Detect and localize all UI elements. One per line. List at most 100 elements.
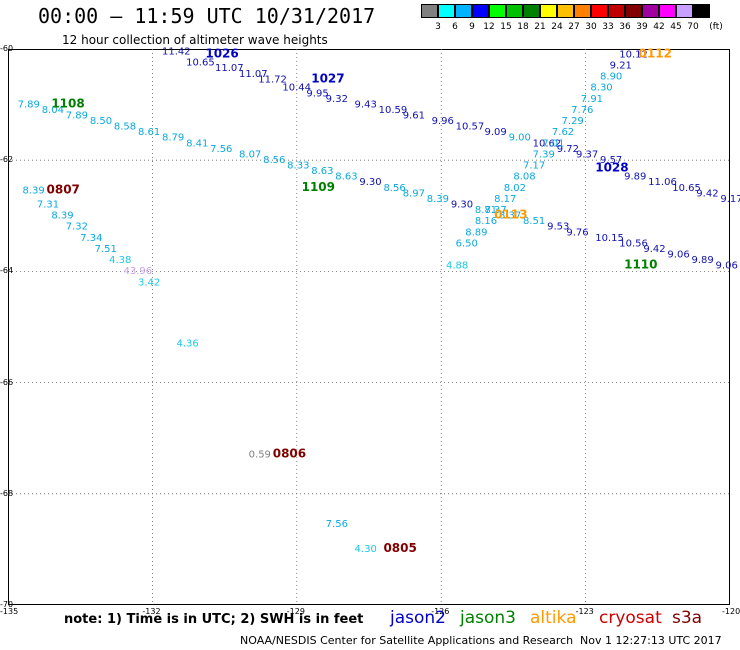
wave-height-value: 8.71 [475,205,497,216]
wave-height-value: 11.06 [648,177,677,188]
wave-height-value: 8.50 [90,116,112,127]
wave-height-value: 8.63 [311,166,333,177]
wave-height-value: 8.51 [523,216,545,227]
wave-height-value: 4.36 [176,338,198,349]
wave-height-value: 9.72 [557,144,579,155]
colorbar-label: 39 [636,22,648,32]
wave-height-value: 7.56 [210,144,232,155]
note-text: note: 1) Time is in UTC; 2) SWH is in fe… [64,612,364,627]
wave-height-value: 7.56 [326,519,348,530]
colorbar-swatch [489,4,506,18]
colorbar-label: 9 [469,22,475,32]
wave-height-value: 11.07 [239,69,268,80]
wave-height-value: 7.17 [523,161,545,172]
wave-height-value: 8.16 [475,216,497,227]
generated-timestamp: Nov 1 12:27:13 UTC 2017 [580,634,722,647]
wave-height-value: 9.42 [643,244,665,255]
x-tick-label: -135 [0,607,19,616]
colorbar-label: 36 [619,22,631,32]
legend-altika: altika [530,608,577,628]
wave-height-value: 9.42 [696,188,718,199]
wave-height-value: 9.06 [716,261,738,272]
x-tick-label: -132 [142,607,161,616]
page-subtitle: 12 hour collection of altimeter wave hei… [62,33,328,47]
wave-height-value: 7.39 [533,149,555,160]
colorbar-label: 21 [534,22,546,32]
wave-height-value: 9.30 [359,177,381,188]
wave-height-value: 11.07 [215,63,244,74]
wave-height-value: 8.56 [383,183,405,194]
wave-height-value: 8.33 [287,161,309,172]
legend-jason2: jason2 [390,608,446,628]
wave-height-value: 8.37 [485,205,507,216]
colorbar-label: 15 [500,22,512,32]
wave-height-value: 9.30 [451,199,473,210]
colorbar-label: 12 [483,22,495,32]
pass-label: 1110 [624,258,657,272]
colorbar-unit: (ft) [709,22,723,32]
colorbar-label: 33 [602,22,614,32]
wave-height-value: 9.53 [547,222,569,233]
pass-label: 1027 [311,71,344,85]
credit-text: NOAA/NESDIS Center for Satellite Applica… [240,634,574,647]
wave-height-value: 7.62 [552,127,574,138]
wave-height-value: 7.89 [18,99,40,110]
colorbar-swatch [659,4,676,18]
legend-s3a: s3a [672,608,703,628]
colorbar-swatch [523,4,540,18]
wave-height-value: 7.29 [562,116,584,127]
wave-height-value: 7.01 [542,138,564,149]
colorbar-swatch [506,4,523,18]
colorbar-swatch [472,4,489,18]
wave-height-value: 9.61 [403,111,425,122]
y-tick-label: -68 [0,488,14,498]
colorbar-swatch [540,4,557,18]
colorbar-label: 24 [551,22,563,32]
wave-height-value: 8.97 [403,188,425,199]
wave-height-value: 4.38 [109,255,131,266]
wave-height-value: 7.31 [37,199,59,210]
wave-height-value: 8.30 [590,83,612,94]
wave-height-value: 9.37 [576,149,598,160]
x-tick-label: -123 [575,607,594,616]
wave-height-value: 10.44 [282,83,311,94]
wave-height-value: 7.32 [66,222,88,233]
wave-height-value: 8.08 [513,172,535,183]
wave-height-value: 8.04 [42,105,64,116]
colorbar-label: 18 [517,22,529,32]
y-tick-label: -66 [0,377,14,387]
wave-height-value: 0.59 [249,450,271,461]
wave-height-value: 9.76 [566,227,588,238]
pass-label: 0806 [273,447,306,461]
x-tick-label: -126 [431,607,450,616]
wave-height-value: 7.34 [80,233,102,244]
wave-height-value: 8.02 [504,183,526,194]
legend-jason3: jason3 [460,608,516,628]
pass-label: 1028 [595,160,628,174]
wave-height-value: 8.39 [51,211,73,222]
wave-height-value: 9.09 [485,127,507,138]
y-tick-label: -64 [0,266,14,276]
wave-height-value: 3.42 [138,277,160,288]
wave-height-value: 11.72 [258,74,287,85]
page-title: 00:00 – 11:59 UTC 10/31/2017 [38,4,376,28]
x-tick-label: -120 [722,607,740,616]
colorbar-swatch [591,4,608,18]
wave-height-value: 10.65 [186,58,215,69]
colorbar-swatch [421,4,438,18]
wave-height-value: 9.96 [432,116,454,127]
wave-height-value: 4.88 [446,261,468,272]
wave-height-value: 9.06 [667,250,689,261]
colorbar-swatch [693,4,710,18]
pass-label: 1109 [302,180,335,194]
pass-label: 1108 [51,96,84,110]
wave-height-value: 8.56 [263,155,285,166]
wave-height-value: 8.41 [186,138,208,149]
pass-label: 1026 [205,46,238,60]
colorbar-swatch [625,4,642,18]
pass-label: 0807 [47,183,80,197]
wave-height-value: 8.89 [465,227,487,238]
colorbar-label: 45 [670,22,682,32]
wave-height-value: 10.15 [595,233,624,244]
colorbar-label: 30 [585,22,597,32]
